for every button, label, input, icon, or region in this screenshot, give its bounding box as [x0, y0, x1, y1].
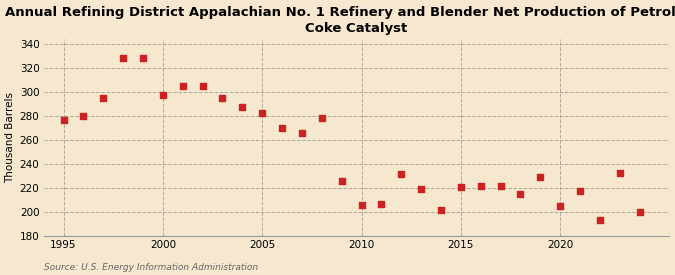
Point	[178, 84, 188, 89]
Point	[555, 204, 566, 208]
Point	[634, 210, 645, 214]
Point	[495, 183, 506, 188]
Point	[336, 179, 347, 183]
Point	[58, 118, 69, 122]
Point	[217, 96, 228, 101]
Point	[376, 202, 387, 206]
Point	[456, 185, 466, 189]
Point	[435, 208, 446, 212]
Point	[256, 111, 267, 115]
Point	[157, 93, 168, 97]
Point	[535, 175, 545, 180]
Point	[416, 187, 427, 192]
Point	[277, 126, 288, 130]
Point	[317, 115, 327, 120]
Point	[475, 183, 486, 188]
Y-axis label: Thousand Barrels: Thousand Barrels	[5, 92, 16, 183]
Point	[78, 114, 89, 119]
Point	[237, 104, 248, 109]
Title: Annual Refining District Appalachian No. 1 Refinery and Blender Net Production o: Annual Refining District Appalachian No.…	[5, 6, 675, 35]
Point	[614, 170, 625, 175]
Point	[356, 203, 367, 207]
Point	[574, 188, 585, 193]
Point	[515, 192, 526, 196]
Point	[296, 131, 307, 135]
Point	[197, 84, 208, 89]
Point	[595, 218, 605, 223]
Point	[117, 56, 128, 60]
Point	[396, 172, 406, 176]
Point	[98, 96, 109, 101]
Text: Source: U.S. Energy Information Administration: Source: U.S. Energy Information Administ…	[44, 263, 258, 272]
Point	[138, 56, 148, 60]
